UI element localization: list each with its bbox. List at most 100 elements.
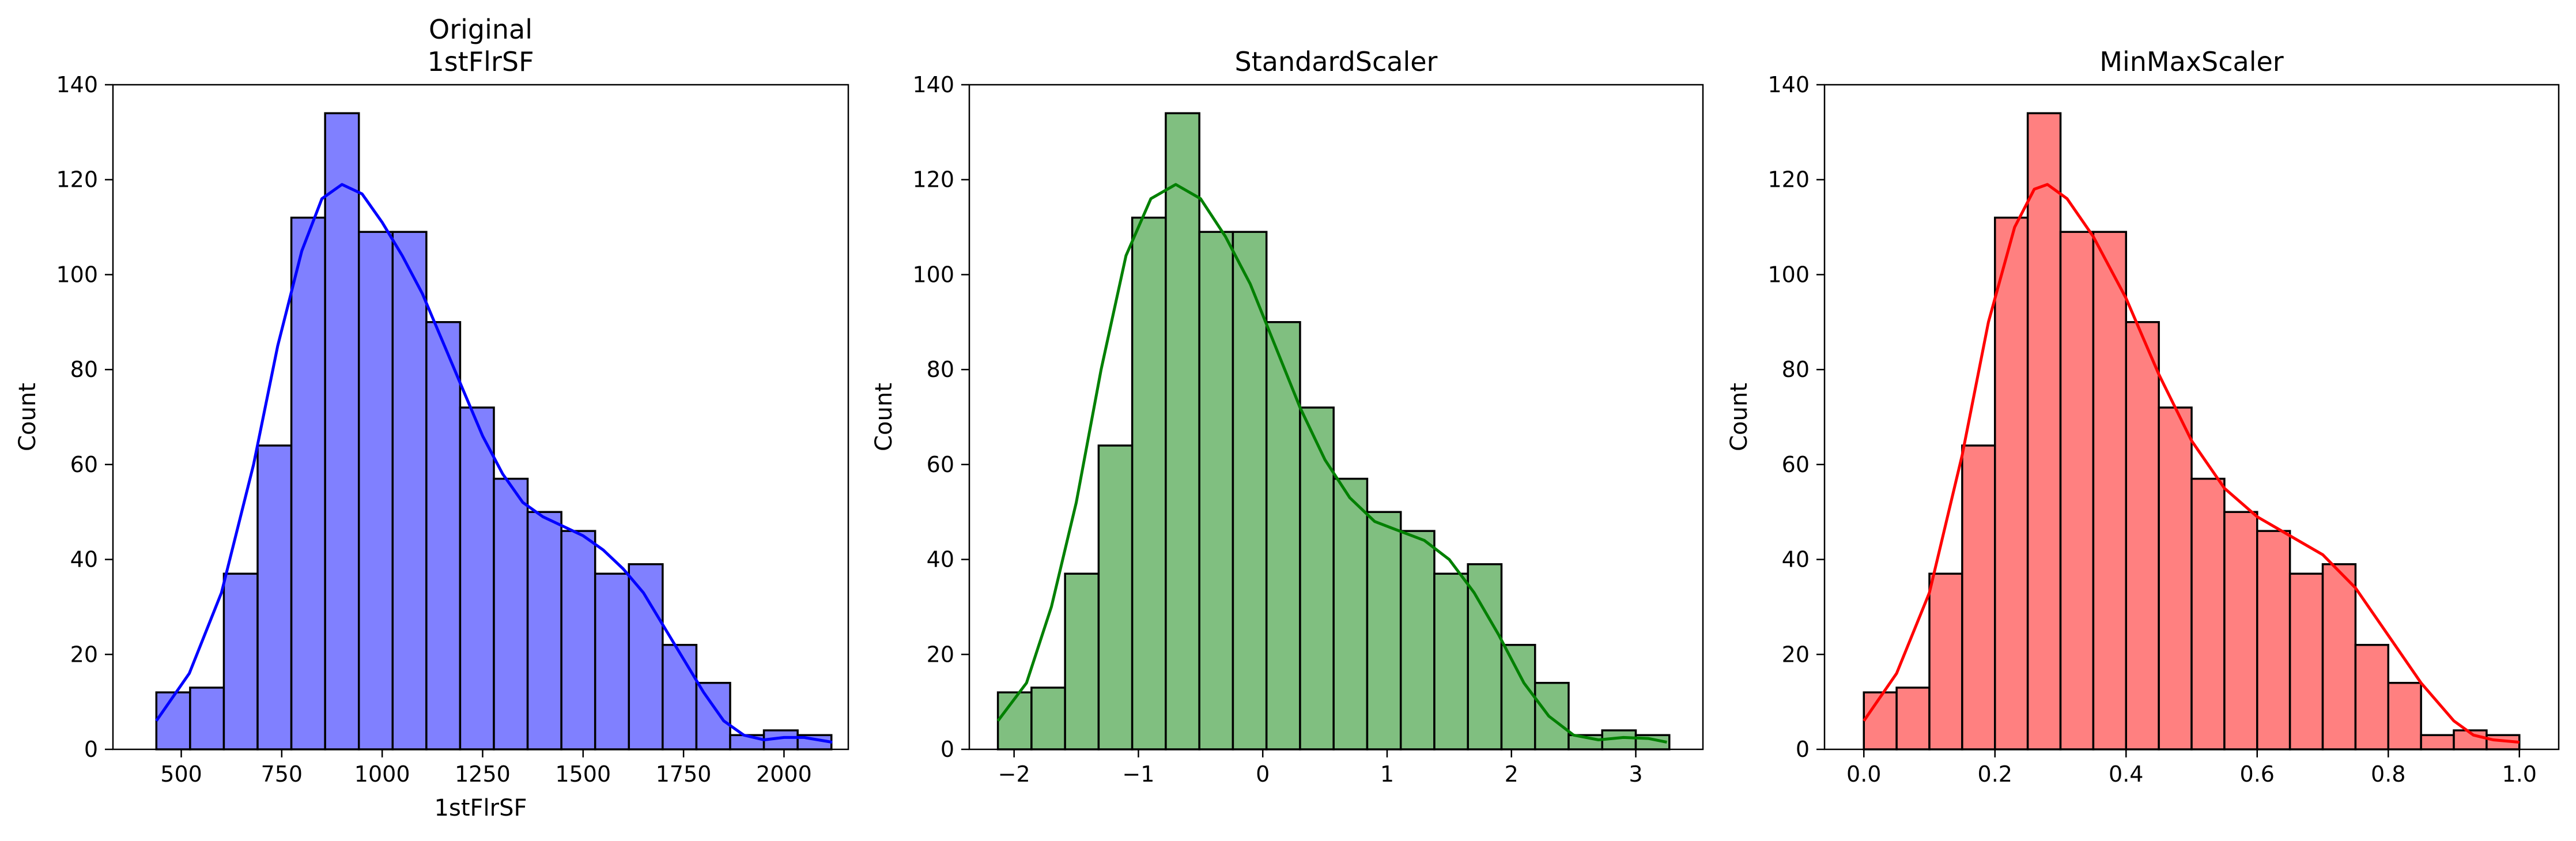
histogram-bar: [1232, 231, 1268, 751]
x-tick-label: 1750: [656, 761, 712, 787]
histogram-bar: [1131, 216, 1167, 751]
histogram-bar: [695, 681, 731, 751]
histogram-bar: [1097, 444, 1134, 751]
panel-original: 0 20 40 60 80 100 120 140 500 750 1000 1250 1500 1750…: [14, 14, 849, 821]
histogram-bar: [391, 231, 428, 751]
histogram-bar: [425, 321, 462, 751]
y-tick-label: 60: [70, 452, 98, 477]
histogram-bar: [2387, 681, 2422, 751]
axes-frame: [112, 84, 849, 751]
kde-curve: [155, 183, 833, 744]
axes-frame: [968, 84, 1704, 751]
y-tick-label: 140: [912, 72, 954, 97]
y-tick-label: 0: [1796, 737, 1810, 762]
x-tick-label: 0.0: [1846, 761, 1881, 787]
y-tick-label: 20: [70, 642, 98, 667]
y-tick-label: 100: [1767, 262, 1810, 287]
x-tick-label: 3: [1629, 761, 1642, 787]
y-tick-label: 120: [56, 167, 98, 193]
x-tick-label: 1500: [555, 761, 611, 787]
histogram-bar: [2256, 530, 2291, 751]
y-tick-label: 0: [940, 737, 954, 762]
y-tick-label: 60: [1782, 452, 1810, 477]
axes-frame: [1823, 84, 2560, 751]
y-tick-label: 80: [70, 357, 98, 382]
x-tick-label: 1250: [455, 761, 511, 787]
y-tick-label: 140: [1767, 72, 1810, 97]
x-tick-label: −2: [998, 761, 1030, 787]
histogram-bar: [459, 406, 495, 751]
histogram-bar: [1299, 406, 1335, 751]
chart-title: MinMaxScaler: [2099, 46, 2283, 77]
histogram-bar: [1500, 644, 1536, 751]
histogram-bar: [1533, 681, 1570, 751]
x-tick-label: 1: [1380, 761, 1394, 787]
y-tick-label: 60: [927, 452, 954, 477]
kde-curve: [1863, 183, 2520, 744]
histogram-bar: [189, 687, 225, 751]
histogram-bar: [2420, 734, 2455, 751]
histogram-bar: [560, 530, 596, 751]
x-tick-label: 1000: [354, 761, 410, 787]
y-tick-label: 120: [912, 167, 954, 193]
histogram-bar: [1895, 687, 1931, 751]
histogram-bar: [2158, 406, 2193, 751]
x-tick-label: 2: [1505, 761, 1519, 787]
histogram-bar: [155, 691, 191, 751]
histogram-bar: [1265, 321, 1301, 751]
histogram-bar: [526, 511, 562, 751]
panel-standard-scaler: 0 20 40 60 80 100 120 140 −2 −1 0 1 2 3 Count StandardS…: [871, 46, 1704, 787]
histogram-bar: [1165, 112, 1200, 751]
y-tick-label: 40: [70, 547, 98, 572]
histogram-bar: [2321, 563, 2357, 751]
histogram-bar: [1332, 477, 1369, 751]
histogram-bar: [1433, 572, 1469, 751]
kde-curve: [996, 183, 1667, 744]
histogram-bar: [1961, 444, 1996, 751]
y-axis-label: Count: [14, 383, 41, 451]
histogram-bar: [2354, 644, 2389, 751]
histogram-bar: [2092, 231, 2127, 751]
x-tick-label: 2000: [756, 761, 812, 787]
chart-title: 1stFlrSF: [427, 46, 534, 77]
y-tick-label: 140: [56, 72, 98, 97]
chart-title: Original: [429, 14, 532, 45]
chart-title: StandardScaler: [1235, 46, 1438, 77]
histogram-bar: [324, 112, 360, 751]
histogram-bar: [628, 563, 664, 751]
x-tick-label: 0.6: [2240, 761, 2275, 787]
y-tick-label: 80: [927, 357, 954, 382]
histogram-bar: [222, 572, 259, 751]
y-tick-label: 0: [84, 737, 98, 762]
panel-minmax-scaler: 0 20 40 60 80 100 120 140 0.0 0.2 0.4 0.6 0.8 1.0 Coun…: [1726, 46, 2560, 787]
x-tick-label: 0.4: [2109, 761, 2143, 787]
y-tick-label: 80: [1782, 357, 1810, 382]
histogram-bar: [1928, 572, 1963, 751]
y-tick-label: 120: [1767, 167, 1810, 193]
histogram-bar: [2026, 112, 2062, 751]
histogram-bar: [2190, 477, 2226, 751]
histogram-bar: [662, 644, 698, 751]
histogram-bar: [493, 477, 529, 751]
histogram-bar: [2125, 321, 2160, 751]
y-tick-label: 100: [912, 262, 954, 287]
x-tick-label: 1.0: [2502, 761, 2537, 787]
histogram-bar: [2059, 231, 2095, 751]
y-tick-label: 20: [1782, 642, 1810, 667]
histogram-bar: [1030, 687, 1066, 751]
histogram-bar: [1863, 691, 1898, 751]
histogram-bar: [256, 444, 293, 751]
x-tick-label: 0.2: [1978, 761, 2012, 787]
histogram-bar: [357, 231, 394, 751]
histogram-bar: [594, 572, 630, 751]
y-axis-label: Count: [1726, 383, 1752, 451]
x-axis-label: 1stFlrSF: [435, 795, 527, 821]
x-tick-label: 0: [1256, 761, 1270, 787]
y-tick-label: 100: [56, 262, 98, 287]
y-tick-label: 40: [1782, 547, 1810, 572]
histogram-bar: [1994, 216, 2029, 751]
x-tick-label: 500: [160, 761, 202, 787]
x-tick-label: 750: [261, 761, 303, 787]
histogram-bar: [2288, 572, 2324, 751]
